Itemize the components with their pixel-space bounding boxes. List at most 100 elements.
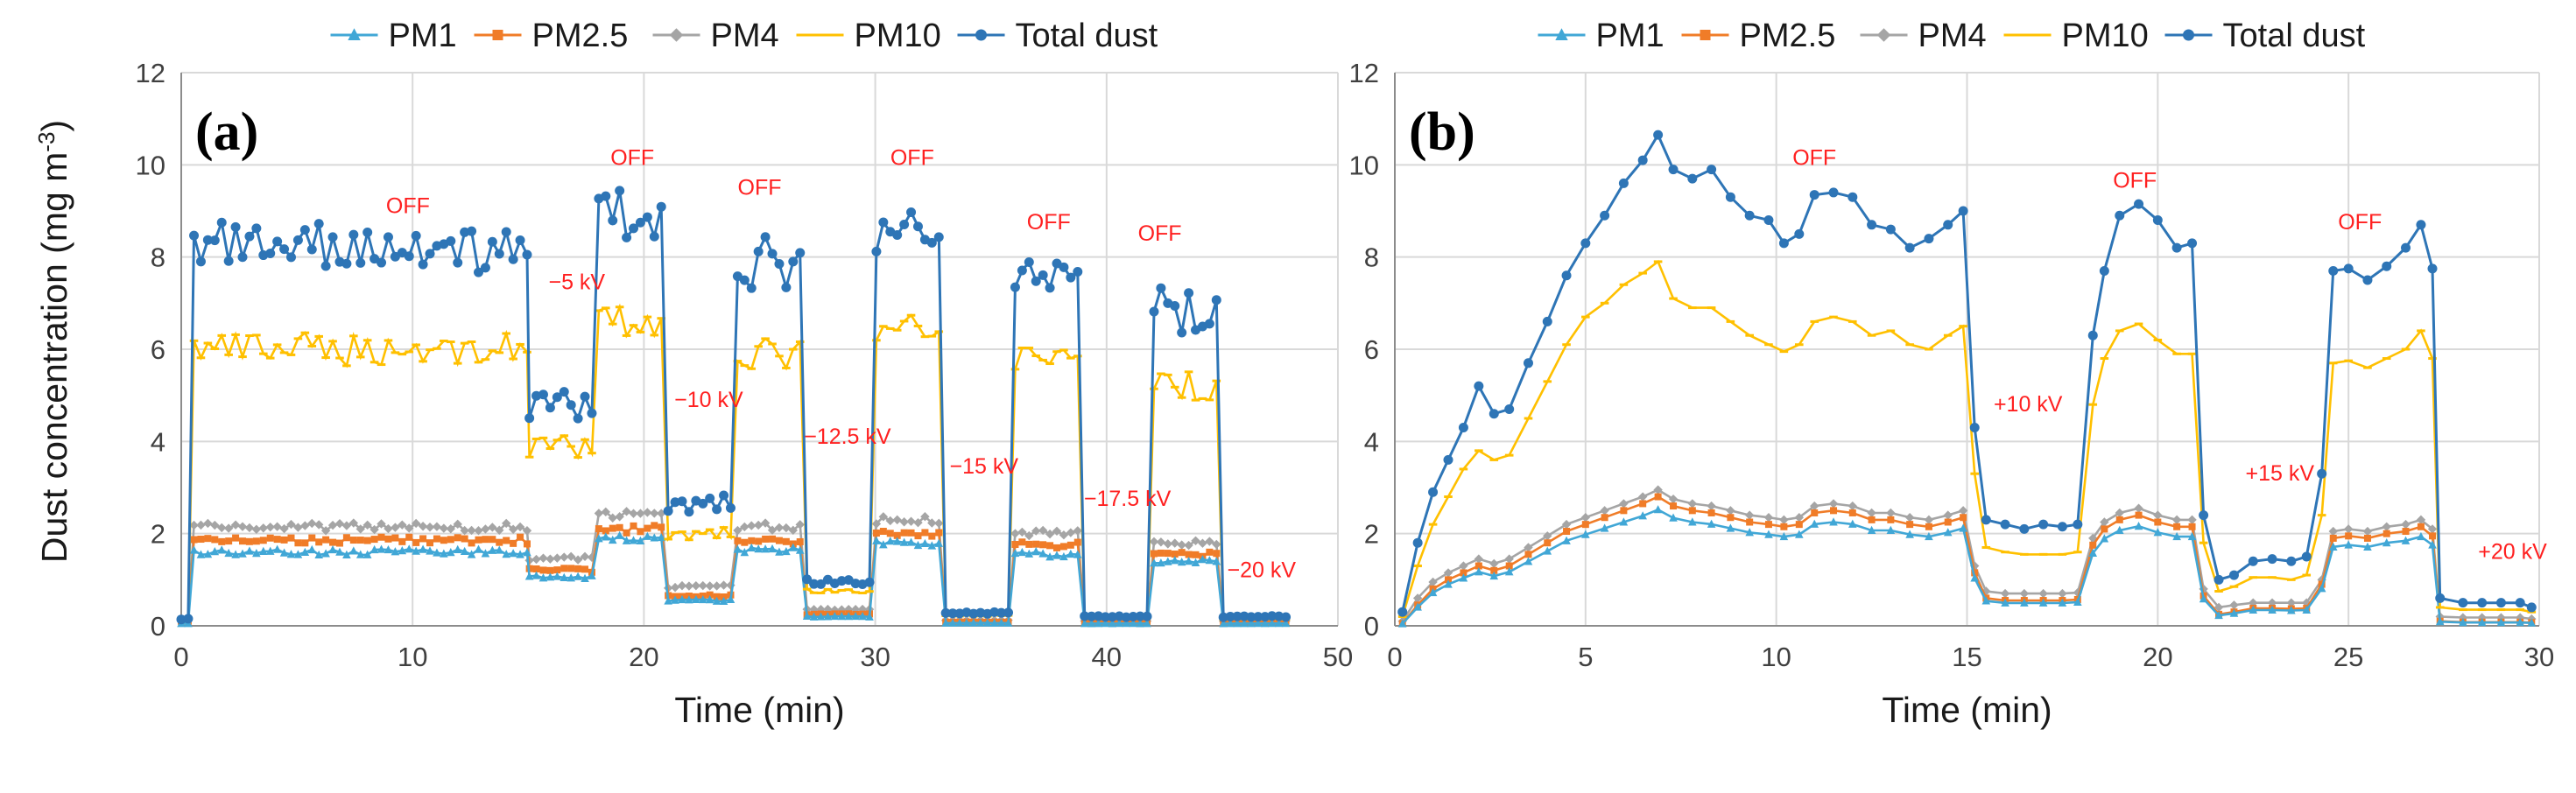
data-point xyxy=(623,529,630,537)
data-point xyxy=(1504,567,1514,576)
x-tick-label: 30 xyxy=(2524,642,2554,672)
data-point xyxy=(622,232,632,242)
data-point xyxy=(928,532,936,540)
data-point xyxy=(1561,270,1572,281)
data-point xyxy=(391,534,399,542)
data-point xyxy=(230,520,241,530)
data-point xyxy=(279,523,289,534)
data-point xyxy=(1184,288,1194,298)
data-point xyxy=(362,227,373,237)
data-point xyxy=(872,530,880,537)
data-point xyxy=(864,577,875,587)
data-point xyxy=(189,520,199,530)
data-point xyxy=(308,534,316,542)
data-point xyxy=(1066,528,1076,537)
data-point xyxy=(1428,577,1438,587)
data-point xyxy=(2287,606,2296,614)
data-point xyxy=(1211,295,1221,305)
data-point xyxy=(858,612,867,621)
legend-item-pm1: PM1 xyxy=(1538,18,1665,54)
data-point xyxy=(1428,587,1438,597)
data-point xyxy=(775,537,783,544)
data-point xyxy=(2073,597,2082,606)
data-point xyxy=(1204,319,1214,329)
data-point xyxy=(1073,267,1083,277)
data-point xyxy=(2417,531,2425,541)
data-point xyxy=(1958,506,1968,516)
data-point xyxy=(1031,276,1041,286)
data-point xyxy=(217,545,227,554)
data-point xyxy=(2115,508,2124,518)
data-point xyxy=(642,212,652,222)
legend-item-pm10: PM10 xyxy=(796,18,941,54)
data-point xyxy=(398,520,407,530)
data-point xyxy=(1867,525,1876,534)
data-point xyxy=(726,580,735,590)
data-point xyxy=(796,537,804,545)
data-point xyxy=(210,520,220,530)
data-point xyxy=(872,536,881,544)
data-point xyxy=(1887,516,1895,523)
data-point xyxy=(419,544,427,553)
data-point xyxy=(892,515,902,525)
y-tick-label: 0 xyxy=(1364,611,1379,642)
data-point xyxy=(719,580,728,590)
data-point xyxy=(2134,522,2143,530)
data-point xyxy=(809,612,819,621)
legend-label: PM10 xyxy=(2062,18,2149,54)
data-point xyxy=(1073,526,1082,536)
data-point xyxy=(1087,619,1096,628)
data-point xyxy=(1504,554,1514,564)
data-point xyxy=(1924,515,1934,525)
data-point xyxy=(1707,509,1715,516)
data-point xyxy=(712,581,721,591)
data-point xyxy=(595,525,602,533)
data-point xyxy=(377,533,385,541)
data-point xyxy=(2087,330,2098,340)
legend-label: Total dust xyxy=(1016,18,1158,54)
data-point xyxy=(218,537,226,545)
data-point xyxy=(615,186,625,196)
data-point xyxy=(265,248,276,258)
data-point xyxy=(2173,523,2181,530)
data-point xyxy=(1981,596,1991,605)
data-point xyxy=(2328,542,2338,551)
data-point xyxy=(892,230,903,241)
data-point xyxy=(2459,618,2467,627)
data-point xyxy=(370,544,379,554)
data-point xyxy=(1653,485,1663,495)
data-point xyxy=(1205,556,1214,565)
data-point xyxy=(2154,518,2162,526)
data-point xyxy=(2382,261,2392,271)
data-point xyxy=(1794,228,1805,239)
data-point xyxy=(426,539,434,547)
data-point xyxy=(1003,607,1014,618)
data-point xyxy=(203,518,213,529)
x-tick-label: 25 xyxy=(2333,642,2363,672)
data-point xyxy=(1600,523,1609,532)
data-point xyxy=(258,523,268,533)
annotation-label: OFF xyxy=(610,145,654,170)
annotation-label: −17.5 kV xyxy=(1084,487,1172,511)
data-point xyxy=(1052,551,1061,559)
data-point xyxy=(320,261,331,271)
data-point xyxy=(649,231,659,242)
data-point xyxy=(1746,518,1754,526)
data-point xyxy=(538,553,548,563)
data-point xyxy=(1177,558,1186,566)
data-point xyxy=(202,235,213,245)
data-point xyxy=(2362,275,2373,285)
data-point xyxy=(581,565,589,573)
data-point xyxy=(1156,283,1166,293)
data-point xyxy=(2301,551,2312,562)
data-point xyxy=(203,550,213,558)
data-point xyxy=(1122,619,1131,628)
data-point xyxy=(629,223,639,234)
data-point xyxy=(782,546,791,556)
data-point xyxy=(1163,539,1173,549)
data-point xyxy=(224,548,233,558)
data-point xyxy=(1206,548,1214,556)
data-point xyxy=(1744,210,1755,221)
data-point xyxy=(2249,598,2258,607)
data-point xyxy=(2286,556,2297,566)
